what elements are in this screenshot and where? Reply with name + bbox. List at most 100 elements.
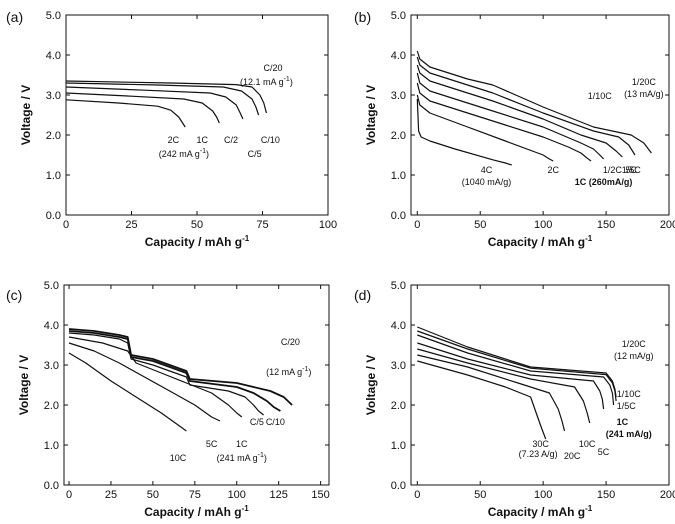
data-annotation: 1/5C [622, 165, 642, 175]
x-axis-label: Capacity / mAh g-1 [144, 504, 249, 519]
series-line [65, 80, 267, 114]
x-tick-label: 150 [597, 489, 615, 501]
panel-b: (b) 0 50 100 150 200 0.0 1.0 2.0 3.0 4.0 5.0 Capacit… [354, 9, 675, 249]
x-tick-label: 0 [63, 219, 69, 231]
data-annotation: (12 mA g-1) [266, 366, 311, 377]
y-tick-label: 4.0 [44, 320, 59, 332]
series-line [68, 332, 264, 416]
y-tick-label: 2.0 [44, 400, 59, 412]
y-tick-label: 4.0 [391, 320, 406, 332]
x-tick-label: 200 [660, 219, 675, 231]
data-annotation: 10C [579, 439, 596, 449]
plot-frame [65, 14, 329, 216]
data-annotation: (12 mA/g) [614, 351, 654, 361]
x-tick-label: 75 [189, 489, 201, 501]
series-line [68, 328, 293, 406]
series-line [416, 82, 592, 162]
data-annotation: 1/20C [622, 339, 647, 349]
series-line [416, 94, 554, 162]
x-axis-label: Capacity / mAh g-1 [145, 234, 250, 249]
x-tick-label: 100 [534, 489, 552, 501]
data-annotation: 20C [564, 451, 581, 461]
panel-a: (a) 0 25 50 75 100 0.0 1.0 2.0 3.0 4.0 5.0 Capacity … [6, 9, 337, 249]
y-tick-label: 0.0 [391, 480, 406, 492]
series-line [417, 354, 566, 432]
series-line [417, 348, 591, 424]
y-axis-label: Voltage / V [19, 85, 33, 145]
y-tick-label: 0.0 [391, 210, 406, 222]
series-line [417, 334, 615, 406]
x-tick-label: 100 [228, 489, 246, 501]
y-tick-label: 0.0 [46, 210, 61, 222]
data-annotation: C/2 [224, 135, 238, 145]
data-annotation: (1040 mA/g) [462, 177, 512, 187]
data-annotation: C/5 [248, 149, 262, 159]
series-line [416, 56, 636, 156]
series-line [416, 64, 623, 158]
series-line [65, 82, 260, 116]
data-annotation: (241 mA/g) [606, 429, 652, 439]
y-tick-label: 2.0 [46, 130, 61, 142]
x-tick-label: 25 [125, 219, 137, 231]
panel-c: (c) 0 25 50 75 100 125 150 0.0 1.0 2.0 3.0 4.0 5.0 Cap… [6, 280, 330, 519]
y-axis-label: Voltage / V [364, 355, 378, 415]
series-line [65, 92, 220, 124]
y-tick-label: 2.0 [391, 130, 406, 142]
data-annotation: 1/20C [632, 77, 657, 87]
y-tick-label: 1.0 [46, 170, 61, 182]
x-tick-label: 100 [319, 219, 337, 231]
plot-frame [410, 284, 670, 486]
data-annotation: 1/10C [588, 91, 613, 101]
x-tick-label: 150 [597, 219, 615, 231]
data-annotation: 5C [598, 447, 610, 457]
series-line [416, 72, 605, 160]
data-annotation: 5C [625, 165, 637, 175]
data-annotation: C/20 [281, 337, 300, 347]
y-tick-label: 5.0 [391, 10, 406, 22]
plot-frame [410, 14, 670, 216]
series-line [68, 352, 187, 432]
series-line [68, 330, 281, 412]
x-tick-label: 50 [474, 219, 486, 231]
y-tick-label: 4.0 [391, 50, 406, 62]
panel-label: (c) [6, 287, 22, 303]
x-tick-label: 75 [256, 219, 268, 231]
series-line [68, 342, 221, 422]
panel-label: (d) [354, 287, 371, 303]
panel-label: (a) [6, 9, 23, 25]
data-annotation: C/10 [266, 417, 285, 427]
panel-d: (d) 0 50 100 150 200 0.0 1.0 2.0 3.0 4.0 5.0 Capacit… [354, 280, 675, 519]
y-tick-label: 3.0 [44, 360, 59, 372]
y-tick-label: 3.0 [46, 90, 61, 102]
x-axis-label: Capacity / mAh g-1 [488, 504, 593, 519]
y-tick-label: 3.0 [391, 90, 406, 102]
series-line [417, 342, 605, 410]
data-annotation: 1/2C [603, 165, 623, 175]
series-line [416, 50, 652, 154]
x-axis-label: Capacity / mAh g-1 [488, 234, 593, 249]
data-annotation: 4C [481, 165, 493, 175]
y-tick-label: 0.0 [44, 480, 59, 492]
x-tick-label: 25 [105, 489, 117, 501]
data-annotation: 1/5C [617, 401, 637, 411]
y-tick-label: 4.0 [46, 50, 61, 62]
x-tick-label: 50 [474, 489, 486, 501]
y-axis-label: Voltage / V [17, 355, 31, 415]
plot-frame [63, 284, 330, 486]
series-line [65, 86, 244, 120]
y-tick-label: 5.0 [46, 10, 61, 22]
data-annotation: (7.23 A/g) [519, 449, 558, 459]
data-annotation: 2C [547, 165, 559, 175]
x-tick-label: 100 [534, 219, 552, 231]
x-tick-label: 0 [414, 219, 420, 231]
y-tick-label: 1.0 [44, 440, 59, 452]
series-line [68, 336, 243, 418]
y-axis-label: Voltage / V [364, 85, 378, 145]
y-tick-label: 5.0 [391, 280, 406, 292]
panel-label: (b) [354, 9, 371, 25]
series-line [416, 98, 512, 166]
y-tick-label: 1.0 [391, 170, 406, 182]
data-annotation: 1C [236, 439, 248, 449]
y-tick-label: 2.0 [391, 400, 406, 412]
